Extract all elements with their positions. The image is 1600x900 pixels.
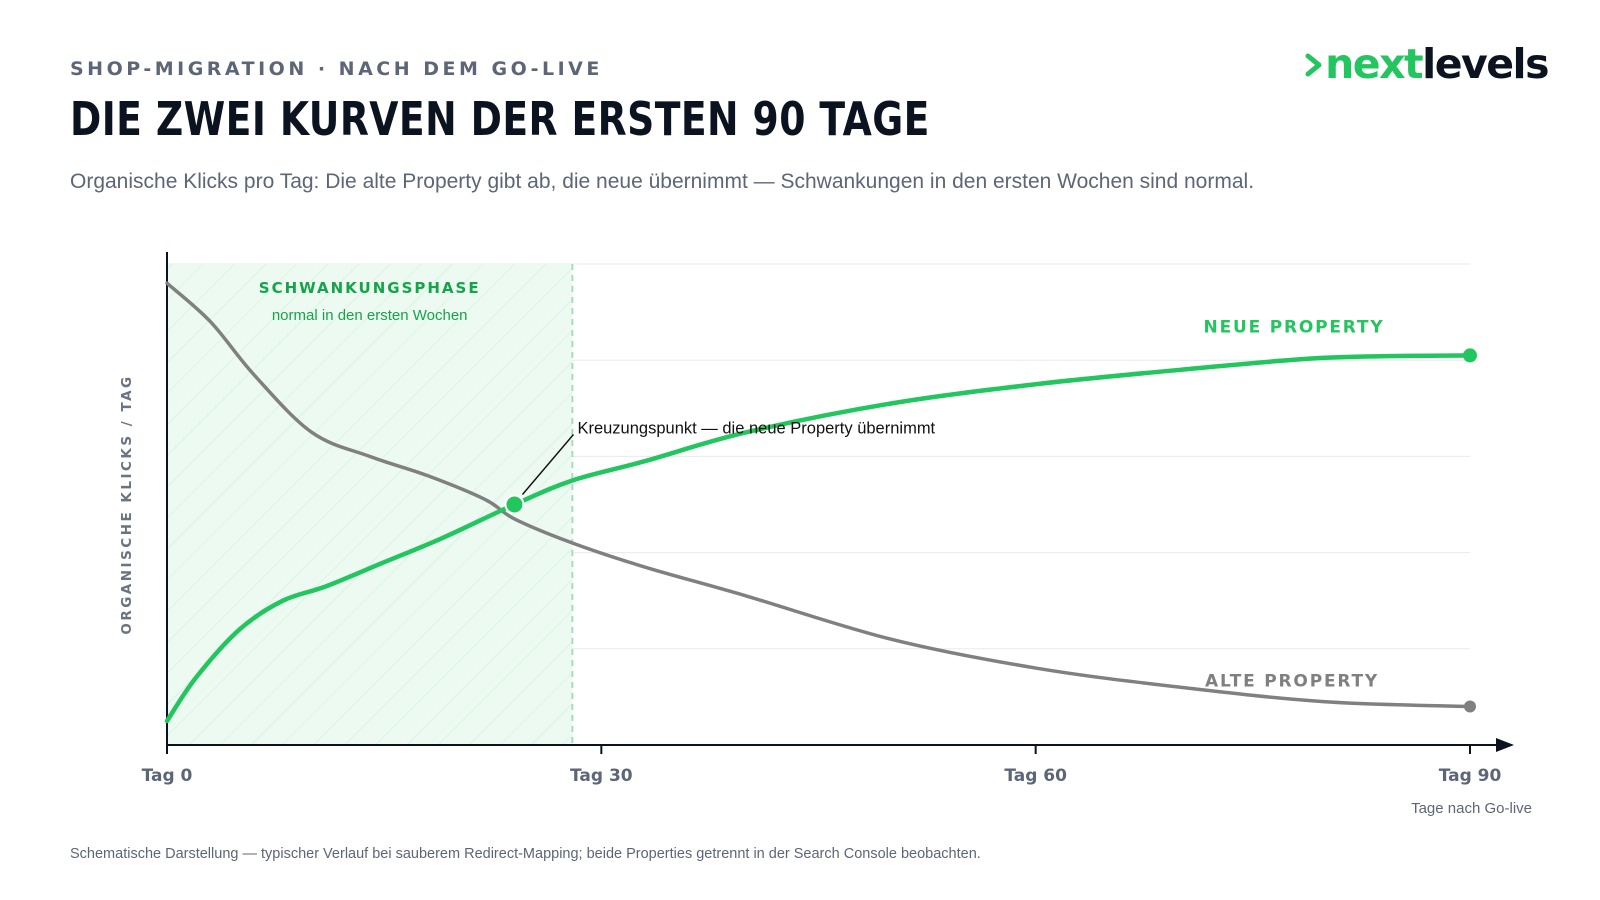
x-tick-label: Tag 60 [1004,766,1067,786]
phase-label: SCHWANKUNGSPHASE [259,279,481,297]
x-tick-label: Tag 30 [570,766,633,786]
logo-suffix: levels [1422,40,1549,88]
x-axis-label: Tage nach Go-live [1411,800,1532,817]
series-label-neue-property: NEUE PROPERTY [1204,317,1385,337]
logo-prefix: next [1325,40,1424,88]
axes: Tag 0 Tag 30 Tag 60 Tag 90 ORGANISCHE KLICKS… [119,252,1532,817]
phase-region: SCHWANKUNGSPHASE normal in den ersten Wo… [167,264,574,745]
series: Kreuzungspunkt — die neue Property übern… [164,281,1477,724]
nextlevels-logo: next levels [1305,40,1549,88]
labels: NEUE PROPERTY ALTE PROPERTY [1204,317,1385,692]
x-axis-arrow-icon [1496,738,1514,752]
crossover-point [504,494,525,515]
x-tick-label: Tag 90 [1439,766,1502,786]
chevron-right-icon [1305,53,1322,76]
series-endpoint-alte-property [1464,700,1476,713]
page-subtitle: Organische Klicks pro Tag: Die alte Prop… [70,170,1255,193]
footnote: Schematische Darstellung — typischer Ver… [70,846,981,862]
x-tick-label: Tag 0 [142,766,193,786]
series-line-neue-property [164,353,1473,724]
annotation-text: Kreuzungspunkt — die neue Property übern… [577,420,935,438]
series-label-alte-property: ALTE PROPERTY [1205,672,1379,692]
series-line-alte-property [165,281,1472,709]
page-title: DIE ZWEI KURVEN DER ERSTEN 90 TAGE [70,92,930,146]
phase-sublabel: normal in den ersten Wochen [272,307,468,324]
annotation-leader-line [521,434,575,495]
series-endpoint-neue-property [1463,348,1477,363]
eyebrow: SHOP-MIGRATION · NACH DEM GO-LIVE [70,58,603,80]
y-axis-label: ORGANISCHE KLICKS / TAG [119,374,135,634]
